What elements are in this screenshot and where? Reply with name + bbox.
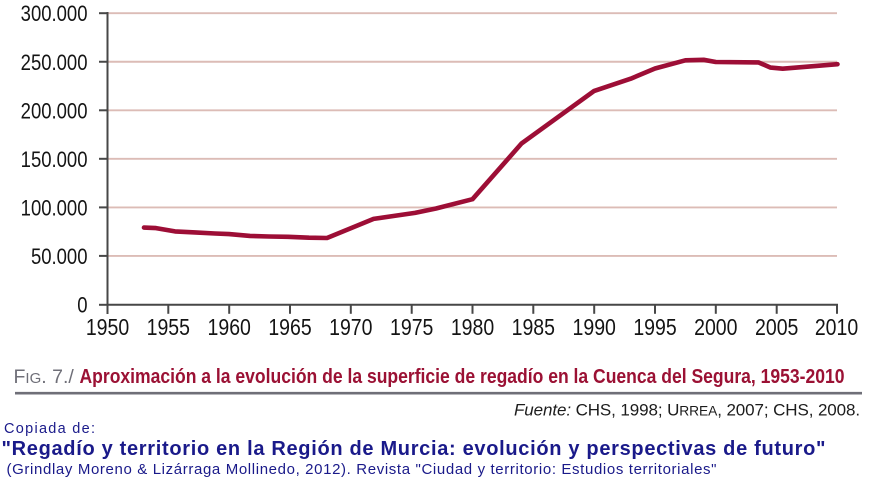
svg-text:1995: 1995 [633,315,676,341]
svg-text:1965: 1965 [268,315,311,341]
svg-text:2005: 2005 [755,315,798,341]
svg-text:1980: 1980 [451,315,494,341]
svg-text:2000: 2000 [694,315,737,341]
svg-text:0: 0 [77,294,87,318]
svg-text:1975: 1975 [390,315,433,341]
svg-text:1960: 1960 [208,315,251,341]
svg-text:Aproximación a la evolución de: Aproximación a la evolución de la superf… [80,366,845,388]
svg-text:FIG. 7./: FIG. 7./ [14,366,75,388]
svg-text:(Grindlay Moreno & Lizárraga M: (Grindlay Moreno & Lizárraga Mollinedo, … [7,461,717,478]
svg-text:300.000: 300.000 [21,3,88,27]
svg-text:2010: 2010 [815,315,858,341]
svg-text:1985: 1985 [512,315,555,341]
svg-text:150.000: 150.000 [21,148,88,172]
svg-text:200.000: 200.000 [21,100,88,124]
svg-text:250.000: 250.000 [21,51,88,75]
svg-text:1950: 1950 [86,315,129,341]
svg-text:1955: 1955 [147,315,190,341]
svg-text:Fuente: CHS, 1998; URREA, 2007: Fuente: CHS, 1998; URREA, 2007; CHS, 200… [514,401,860,420]
svg-text:1970: 1970 [329,315,372,341]
svg-text:"Regadío y territorio en la Re: "Regadío y territorio en la Región de Mu… [2,438,826,460]
svg-text:50.000: 50.000 [31,245,88,269]
svg-text:100.000: 100.000 [21,197,88,221]
svg-text:Copiada de:: Copiada de: [4,421,95,437]
svg-text:1990: 1990 [573,315,616,341]
